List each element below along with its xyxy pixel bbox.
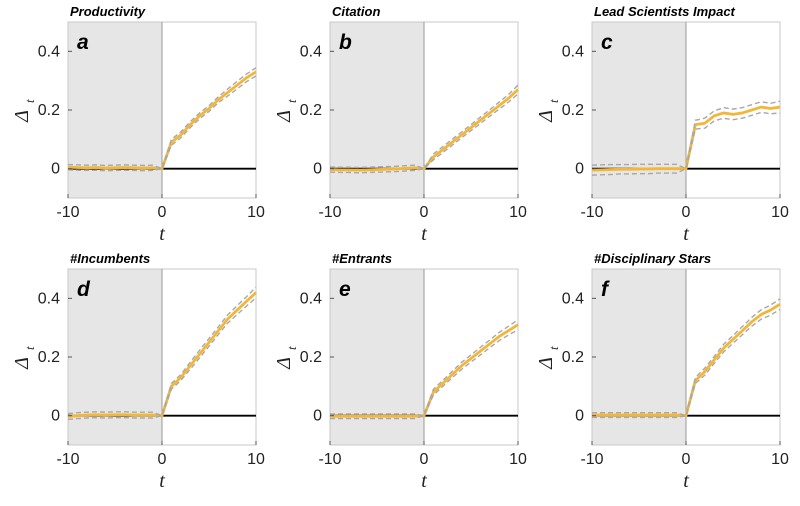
panel-title: Lead Scientists Impact: [594, 4, 736, 19]
y-tick-label: 0.4: [300, 43, 322, 60]
y-tick-label: 0: [51, 408, 60, 425]
series-upper-ci-line: [67, 286, 257, 417]
y-axis-label: Δt: [11, 346, 37, 370]
panel-title: Productivity: [70, 4, 146, 19]
x-axis-label: t: [421, 223, 427, 245]
y-axis-label-main: Δ: [11, 110, 33, 123]
series-upper-ci-line: [591, 100, 781, 170]
panel-title: #Disciplinary Stars: [594, 251, 711, 266]
x-tick-label: 10: [771, 451, 789, 468]
x-tick-label: -10: [580, 204, 603, 221]
panel-title: Citation: [332, 4, 380, 19]
y-axis-label-main: Δ: [273, 110, 295, 123]
x-tick-label: -10: [56, 451, 79, 468]
y-axis-label-subscript: t: [22, 346, 37, 350]
series-lower-ci-line: [592, 308, 781, 419]
y-axis-label-main: Δ: [273, 357, 295, 370]
y-tick-label: 0: [575, 408, 584, 425]
panel-title: #Incumbents: [70, 251, 150, 266]
x-tick-label: 10: [247, 451, 265, 468]
series-upper-ci-line: [330, 319, 519, 417]
series-upper-ci-line: [592, 298, 781, 417]
y-axis-label-main: Δ: [535, 357, 557, 370]
series-lower-ci-line: [330, 329, 519, 420]
y-axis-label: Δt: [273, 346, 299, 370]
x-tick-label: 0: [420, 204, 429, 221]
panel-letter: a: [77, 31, 89, 54]
series-estimate-line: [67, 291, 257, 418]
y-tick-label: 0.2: [38, 349, 60, 366]
series-estimate-line: [67, 70, 257, 171]
x-tick-label: 10: [509, 204, 527, 221]
y-tick-label: 0: [575, 161, 584, 178]
x-tick-label: -10: [56, 204, 79, 221]
y-tick-label: 0.2: [562, 349, 584, 366]
y-axis-label: Δt: [535, 346, 561, 370]
panel-letter: c: [601, 31, 613, 54]
x-axis-label: t: [159, 470, 165, 492]
y-axis-label: Δt: [273, 99, 299, 123]
panel-title: #Entrants: [332, 251, 392, 266]
x-tick-label: 0: [420, 451, 429, 468]
x-axis-label: t: [683, 223, 689, 245]
panel-letter: f: [601, 278, 610, 301]
y-tick-label: 0.4: [38, 290, 60, 307]
x-axis-label: t: [683, 470, 689, 492]
panel-letter: e: [339, 278, 351, 301]
series-estimate-line: [329, 88, 519, 172]
x-tick-label: -10: [580, 451, 603, 468]
y-tick-label: 0.2: [38, 102, 60, 119]
y-tick-label: 0.2: [562, 102, 584, 119]
y-axis-label: Δt: [11, 99, 37, 123]
y-axis-label-subscript: t: [22, 99, 37, 103]
y-axis-label-subscript: t: [284, 99, 299, 103]
y-tick-label: 0.4: [38, 43, 60, 60]
y-tick-label: 0.4: [300, 290, 322, 307]
panel-letter: b: [339, 31, 352, 54]
y-tick-label: 0.2: [300, 349, 322, 366]
series-estimate-line: [592, 303, 781, 418]
y-axis-label-main: Δ: [535, 110, 557, 123]
x-tick-label: 0: [158, 451, 167, 468]
y-tick-label: 0: [51, 161, 60, 178]
y-axis-label-subscript: t: [546, 346, 561, 350]
x-tick-label: -10: [318, 451, 341, 468]
x-tick-label: 0: [682, 451, 691, 468]
panel-letter: d: [77, 278, 91, 301]
x-axis-label: t: [421, 470, 427, 492]
y-axis-label-subscript: t: [284, 346, 299, 350]
y-tick-label: 0: [313, 161, 322, 178]
series-upper-ci-line: [329, 84, 519, 170]
y-axis-label-main: Δ: [11, 357, 33, 370]
x-tick-label: 10: [247, 204, 265, 221]
y-axis-label: Δt: [535, 99, 561, 123]
y-tick-label: 0: [313, 408, 322, 425]
y-tick-label: 0.2: [300, 102, 322, 119]
x-tick-label: 10: [771, 204, 789, 221]
x-tick-label: 10: [509, 451, 527, 468]
y-axis-label-subscript: t: [546, 99, 561, 103]
series-estimate-line: [330, 323, 519, 418]
x-tick-label: 0: [682, 204, 691, 221]
series-lower-ci-line: [591, 111, 781, 176]
series-estimate-line: [591, 105, 781, 172]
x-tick-label: -10: [318, 204, 341, 221]
x-tick-label: 0: [158, 204, 167, 221]
y-tick-label: 0.4: [562, 43, 584, 60]
series-lower-ci-line: [67, 297, 257, 421]
x-axis-label: t: [159, 223, 165, 245]
y-tick-label: 0.4: [562, 290, 584, 307]
